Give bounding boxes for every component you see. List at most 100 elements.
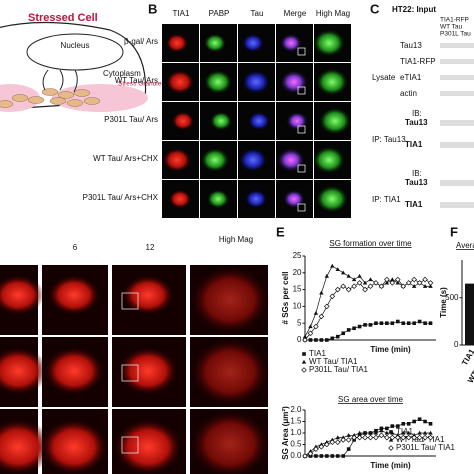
point xyxy=(385,321,389,325)
point xyxy=(302,453,308,459)
band-label: TIA1 xyxy=(405,140,423,149)
y-tick-label: 2.0 xyxy=(290,405,302,414)
cell-signal xyxy=(313,146,345,174)
point xyxy=(341,270,346,275)
point xyxy=(384,434,390,441)
panel-label: E xyxy=(276,224,285,239)
point xyxy=(356,434,363,441)
cell-signal xyxy=(242,70,270,94)
point xyxy=(325,454,329,458)
panel-b: TIA1 PABP Tau Merge High Mag β-gal/ Ars WT Tau… xyxy=(83,9,351,218)
granule-particles xyxy=(0,88,101,108)
point xyxy=(417,417,422,421)
point xyxy=(373,430,379,435)
y-axis-label: SG Area (μm²) xyxy=(281,406,290,460)
point xyxy=(422,276,428,283)
point xyxy=(314,454,318,458)
cell-signal xyxy=(40,419,108,474)
cell-signal xyxy=(114,419,182,474)
point xyxy=(411,434,417,441)
band xyxy=(440,43,474,48)
cell-signal xyxy=(48,275,100,315)
column-header: 12 xyxy=(146,243,155,252)
point xyxy=(378,283,385,290)
point xyxy=(334,286,341,293)
band-label: TIA1-RFP xyxy=(400,57,436,66)
point xyxy=(357,324,362,329)
point xyxy=(329,293,336,300)
point xyxy=(373,280,379,286)
cell-signal xyxy=(201,148,229,172)
point xyxy=(411,276,417,283)
cell-signal xyxy=(163,148,191,172)
point xyxy=(394,434,401,441)
point xyxy=(374,321,378,325)
point xyxy=(427,280,434,286)
point xyxy=(335,334,340,339)
point xyxy=(401,321,406,325)
row-label: β-gal/ Ars xyxy=(124,37,158,46)
point xyxy=(417,319,422,324)
point xyxy=(378,432,385,439)
panel-label: B xyxy=(148,1,157,16)
point xyxy=(363,323,367,327)
point xyxy=(428,283,433,288)
band-label: TIA1 xyxy=(405,200,423,209)
point xyxy=(374,428,378,433)
legend-label: TIA1 xyxy=(396,427,413,436)
point xyxy=(357,273,362,278)
cell-signal xyxy=(207,189,229,209)
series-line xyxy=(304,265,431,337)
tau-strands xyxy=(42,69,78,93)
point xyxy=(346,433,351,437)
panel-label: F xyxy=(450,224,458,239)
cell-signal xyxy=(245,189,267,209)
point xyxy=(308,324,313,329)
series-line xyxy=(304,279,431,341)
point xyxy=(385,426,389,431)
point xyxy=(351,277,357,282)
chart-title: SG area over time xyxy=(338,395,403,404)
point xyxy=(367,283,374,290)
cell-signal xyxy=(204,33,226,53)
legend-label: WT Tau/ TIA1 xyxy=(309,357,358,366)
point xyxy=(345,286,352,293)
bar xyxy=(465,283,474,345)
y-tick-label: 1.5 xyxy=(290,417,302,426)
blot-condition: P301L Tau xyxy=(440,31,471,38)
ib-label: IB: xyxy=(412,169,422,178)
cell-signal xyxy=(280,70,308,94)
point xyxy=(428,422,433,426)
point xyxy=(423,419,427,424)
band xyxy=(440,75,474,80)
y-tick-label: 500 xyxy=(445,293,459,302)
point xyxy=(416,434,423,441)
y-tick-label: 20 xyxy=(293,268,302,277)
cell-signal xyxy=(316,185,348,213)
point xyxy=(406,422,411,426)
point xyxy=(390,321,395,325)
diagram-title: Stressed Cell xyxy=(28,12,98,24)
cytoplasm-label: Cytoplasm xyxy=(103,69,141,78)
cell-signal xyxy=(204,70,232,94)
point xyxy=(427,434,434,441)
blot-title: HT22: Input xyxy=(392,5,436,14)
point xyxy=(340,437,347,443)
column-header: 6 xyxy=(73,243,78,252)
y-tick-label: 0 xyxy=(297,335,302,344)
blot-section: IP: Tau13 xyxy=(372,135,406,144)
cell-signal xyxy=(319,107,351,135)
band xyxy=(440,202,474,208)
legend-swatch xyxy=(302,352,306,356)
point xyxy=(362,280,368,285)
point xyxy=(379,426,384,431)
cell-signal xyxy=(283,189,305,209)
point xyxy=(390,277,395,282)
point xyxy=(362,434,368,441)
point xyxy=(318,313,325,320)
y-tick-label: 10 xyxy=(293,302,302,311)
granules-label: Stress Granules xyxy=(118,81,165,88)
point xyxy=(422,434,428,441)
